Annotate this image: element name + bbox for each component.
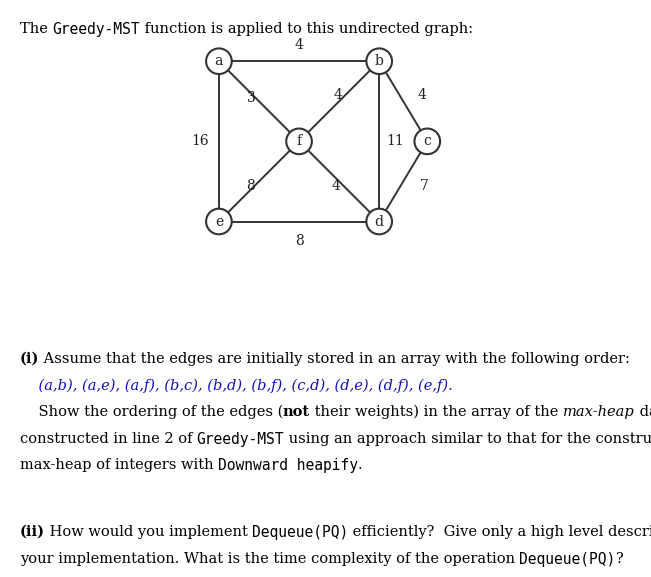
Text: (a,b), (a,e), (a,f), (b,c), (b,d), (b,f), (c,d), (d,e), (d,f), (e,f).: (a,b), (a,e), (a,f), (b,c), (b,d), (b,f)… xyxy=(20,379,452,393)
Text: 8: 8 xyxy=(295,234,303,248)
Circle shape xyxy=(206,48,232,74)
Text: Dequeue(PQ): Dequeue(PQ) xyxy=(252,525,348,540)
Text: a: a xyxy=(215,54,223,68)
Text: max-heap: max-heap xyxy=(563,405,635,419)
Circle shape xyxy=(367,48,392,74)
Text: c: c xyxy=(423,134,431,148)
Text: not: not xyxy=(283,405,310,419)
Text: .: . xyxy=(358,458,363,472)
Text: Dequeue(PQ): Dequeue(PQ) xyxy=(519,552,616,567)
Text: efficiently?  Give only a high level description of: efficiently? Give only a high level desc… xyxy=(348,525,651,539)
Text: The: The xyxy=(20,22,52,36)
Text: Show the ordering of the edges (: Show the ordering of the edges ( xyxy=(20,405,283,419)
Text: Downward heapify: Downward heapify xyxy=(218,458,358,473)
Text: 4: 4 xyxy=(418,88,427,102)
Text: function is applied to this undirected graph:: function is applied to this undirected g… xyxy=(139,22,473,36)
Text: 4: 4 xyxy=(333,88,342,102)
Text: their weights) in the array of the: their weights) in the array of the xyxy=(310,405,563,419)
Text: Assume that the edges are initially stored in an array with the following order:: Assume that the edges are initially stor… xyxy=(39,352,630,366)
Text: 4: 4 xyxy=(295,38,303,52)
Text: 7: 7 xyxy=(420,179,428,193)
Text: constructed in line 2 of: constructed in line 2 of xyxy=(20,432,197,445)
Text: How would you implement: How would you implement xyxy=(44,525,252,539)
Text: 11: 11 xyxy=(386,134,404,148)
Text: f: f xyxy=(296,134,301,148)
Text: 4: 4 xyxy=(331,179,340,193)
Text: Greedy-MST: Greedy-MST xyxy=(52,22,139,37)
Text: ?: ? xyxy=(616,552,623,565)
Text: 8: 8 xyxy=(247,179,255,193)
Text: data structure: data structure xyxy=(635,405,651,419)
Text: 16: 16 xyxy=(191,134,208,148)
Text: your implementation. What is the time complexity of the operation: your implementation. What is the time co… xyxy=(20,552,519,565)
Circle shape xyxy=(286,129,312,154)
Text: e: e xyxy=(215,215,223,228)
Text: (ii): (ii) xyxy=(20,525,44,539)
Text: 3: 3 xyxy=(247,91,255,105)
Circle shape xyxy=(206,209,232,234)
Text: d: d xyxy=(375,215,383,228)
Text: b: b xyxy=(375,54,383,68)
Text: (i): (i) xyxy=(20,352,39,366)
Text: Greedy-MST: Greedy-MST xyxy=(197,432,284,447)
Circle shape xyxy=(415,129,440,154)
Text: max-heap of integers with: max-heap of integers with xyxy=(20,458,218,472)
Text: using an approach similar to that for the construction of a: using an approach similar to that for th… xyxy=(284,432,651,445)
Circle shape xyxy=(367,209,392,234)
